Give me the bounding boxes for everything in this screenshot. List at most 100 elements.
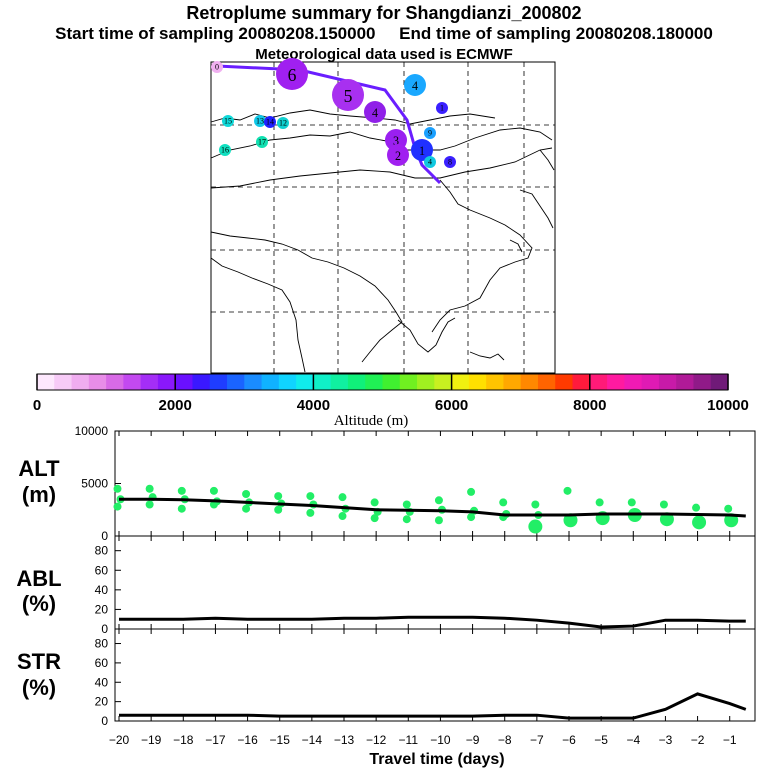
altitude-point [627, 498, 636, 507]
map-marker-label: 0 [215, 63, 219, 72]
altitude-point [402, 500, 411, 509]
colorbar-cell [486, 374, 505, 390]
colorbar-tick-label: 2000 [159, 397, 192, 414]
abl-label: ABL [16, 566, 61, 591]
x-tick-label: −11 [399, 733, 419, 747]
altitude-point [692, 515, 707, 530]
str-frame [114, 628, 756, 722]
altitude-point [338, 493, 347, 502]
colorbar-cell [468, 374, 487, 390]
alt-label: ALT [18, 456, 60, 481]
x-tick-label: −19 [141, 733, 162, 747]
map-marker [222, 115, 234, 127]
start-time-label: Start time of sampling 20080208.150000 [55, 24, 376, 43]
colorbar-cell [520, 374, 539, 390]
map-marker [387, 144, 409, 166]
altitude-point [595, 498, 604, 507]
x-tick-label: −15 [270, 733, 291, 747]
colorbar-cell [244, 374, 263, 390]
altitude-point [177, 504, 186, 513]
colorbar-cell [607, 374, 625, 390]
x-tick-label: −6 [562, 733, 576, 747]
colorbar-tick-label: 6000 [435, 397, 468, 414]
map-marker [444, 156, 456, 168]
altitude-point [209, 486, 218, 495]
abl-unit: (%) [22, 591, 56, 616]
colorbar-cell [330, 374, 349, 390]
colorbar-cell [589, 374, 608, 390]
colorbar-cell [123, 374, 142, 390]
y-tick-label: 0 [101, 622, 108, 636]
map-marker-label: 4 [428, 158, 432, 167]
x-tick-label: −4 [626, 733, 640, 747]
map-marker-label: 4 [372, 106, 378, 120]
y-tick-label: 0 [101, 529, 108, 543]
map-marker [254, 115, 266, 127]
altitude-point [528, 519, 543, 534]
colorbar-cell [451, 374, 470, 390]
altitude-point [274, 505, 283, 514]
colorbar-cell [209, 374, 228, 390]
altitude-point [563, 486, 572, 495]
map-marker-label: 1 [419, 144, 425, 158]
altitude-point [242, 504, 251, 513]
altitude-point [467, 513, 476, 522]
abl-frame [114, 535, 756, 630]
altitude-point [145, 500, 154, 509]
map-marker-label: 4 [412, 79, 418, 93]
colorbar-cell [641, 374, 660, 390]
colorbar-cell [261, 374, 280, 390]
map-marker-label: 13 [256, 117, 264, 126]
series-line [119, 615, 746, 629]
x-tick-label: −3 [659, 733, 673, 747]
x-axis-title: Travel time (days) [369, 751, 504, 768]
x-tick-label: −20 [109, 733, 130, 747]
colorbar: 0 2000 4000 6000 8000 10000 Altitude (m) [33, 373, 749, 429]
colorbar-tick-label: 0 [33, 397, 41, 414]
altitude-point [306, 508, 315, 517]
altitude-point [209, 500, 218, 509]
colorbar-cell [54, 374, 73, 390]
y-tick-label: 80 [95, 637, 109, 651]
map-marker [277, 117, 289, 129]
colorbar-label: Altitude (m) [334, 413, 409, 429]
map-marker [424, 127, 436, 139]
colorbar-cell [37, 374, 55, 390]
colorbar-cell [624, 374, 643, 390]
altitude-point [434, 516, 443, 525]
map-coastlines [210, 109, 555, 373]
colorbar-tick-label: 4000 [297, 397, 330, 414]
series-line [119, 692, 747, 720]
map-marker-label: 14 [266, 118, 274, 127]
alt-unit: (m) [22, 482, 56, 507]
str-label: STR [17, 649, 61, 674]
colorbar-cell [710, 374, 729, 390]
colorbar-cell [106, 374, 124, 390]
map-marker-label: 9 [428, 129, 432, 138]
y-tick-label: 40 [95, 675, 109, 689]
series-line [119, 497, 746, 518]
x-tick-label: −12 [366, 733, 387, 747]
map-marker-label: 12 [279, 119, 287, 128]
met-data-label: Meteorological data used is ECMWF [255, 46, 513, 63]
colorbar-cell [192, 374, 211, 390]
altitude-point [659, 500, 668, 509]
map-marker-label: 6 [288, 65, 297, 85]
x-tick-label: −18 [173, 733, 194, 747]
altitude-point [402, 515, 411, 524]
x-tick-label: −7 [530, 733, 544, 747]
colorbar-cell [140, 374, 159, 390]
abl-panel: ABL (%) 80 60 40 20 0 [16, 535, 756, 636]
map-marker [332, 79, 364, 111]
x-tick-label: −10 [430, 733, 451, 747]
map-marker [411, 139, 433, 161]
altitude-point [370, 498, 379, 507]
map-marker-label: 8 [448, 158, 452, 167]
colorbar-cell [175, 374, 194, 390]
altitude-point [145, 484, 154, 493]
y-tick-label: 0 [101, 714, 108, 728]
altitude-point [338, 512, 347, 521]
map-marker-label: 16 [221, 146, 229, 155]
colorbar-cell [572, 374, 591, 390]
